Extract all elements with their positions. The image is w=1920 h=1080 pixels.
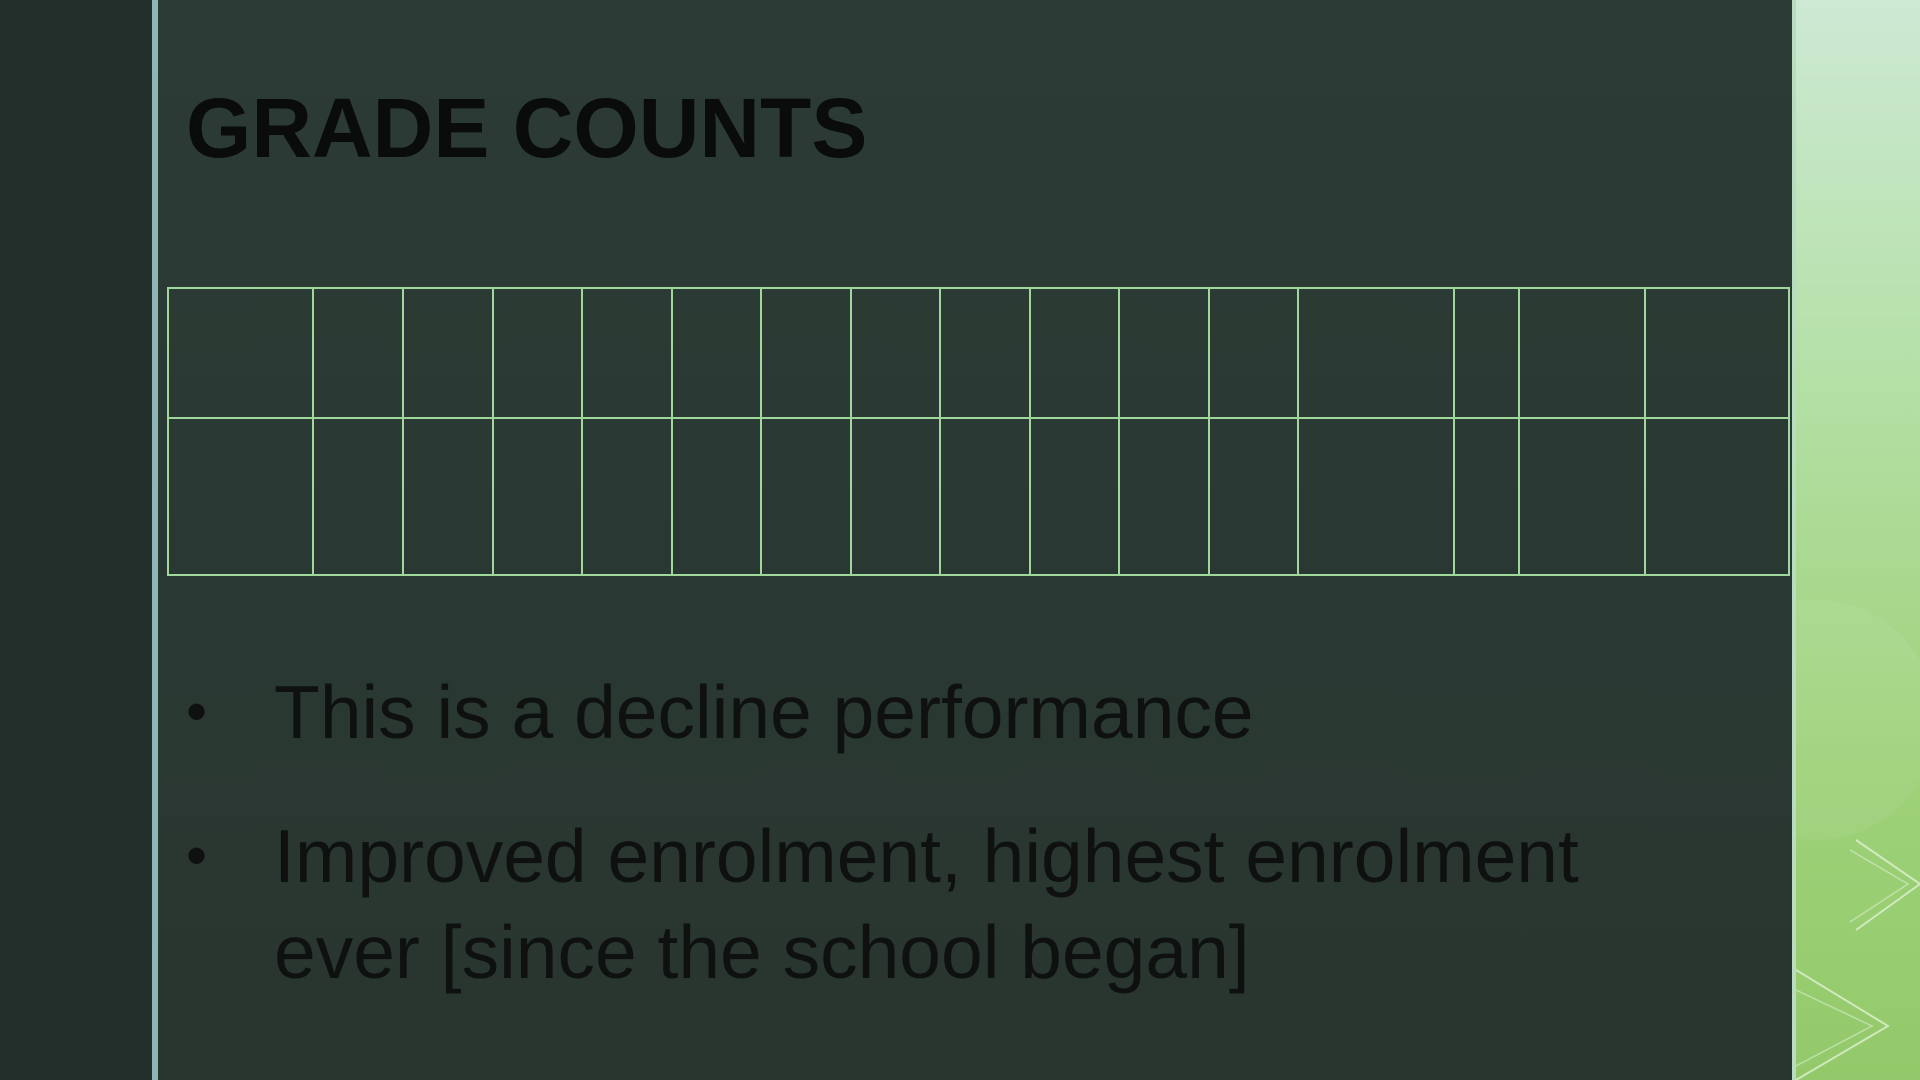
table-cell[interactable]: [1297, 417, 1455, 576]
table-cell[interactable]: [939, 287, 1031, 419]
table-cell[interactable]: [671, 417, 762, 576]
table-cell[interactable]: [492, 287, 583, 419]
chevron-pattern-icon: [1796, 600, 1920, 1080]
left-rule: [152, 0, 158, 1080]
grade-counts-table: [167, 287, 1790, 576]
table-cell[interactable]: [167, 417, 314, 576]
slide-title: GRADE COUNTS: [186, 81, 868, 175]
bullet-item: • Improved enrolment, highest enrolment …: [186, 808, 1726, 1000]
table-cell[interactable]: [1208, 287, 1299, 419]
bullet-list: • This is a decline performance • Improv…: [186, 664, 1726, 1048]
table-cell[interactable]: [312, 287, 404, 419]
table-cell[interactable]: [492, 417, 583, 576]
table-cell[interactable]: [581, 417, 673, 576]
table-cell[interactable]: [167, 287, 314, 419]
table-cell[interactable]: [850, 287, 941, 419]
table-cell[interactable]: [1118, 417, 1210, 576]
table-cell[interactable]: [760, 417, 852, 576]
bullet-item: • This is a decline performance: [186, 664, 1726, 760]
right-rule: [1792, 0, 1796, 1080]
bullet-marker: •: [186, 678, 208, 745]
table-cell[interactable]: [581, 287, 673, 419]
table-cell[interactable]: [1644, 287, 1790, 419]
table-cell[interactable]: [402, 417, 494, 576]
table-cell[interactable]: [1518, 287, 1646, 419]
table-cell[interactable]: [1029, 287, 1120, 419]
table-cell[interactable]: [1029, 417, 1120, 576]
table-cell[interactable]: [1208, 417, 1299, 576]
table-cell[interactable]: [939, 417, 1031, 576]
decorative-accent-panel: [1796, 0, 1920, 1080]
table-cell[interactable]: [312, 417, 404, 576]
left-band: [0, 0, 152, 1080]
table-cell[interactable]: [1644, 417, 1790, 576]
table-cell[interactable]: [1118, 287, 1210, 419]
table-cell[interactable]: [850, 417, 941, 576]
table-row: [167, 417, 1790, 576]
table-cell[interactable]: [402, 287, 494, 419]
table-cell[interactable]: [1297, 287, 1455, 419]
table-cell[interactable]: [1518, 417, 1646, 576]
bullet-text: Improved enrolment, highest enrolment ev…: [274, 814, 1579, 994]
table-cell[interactable]: [1453, 287, 1520, 419]
table-row: [167, 287, 1790, 419]
bullet-text: This is a decline performance: [274, 670, 1254, 754]
bullet-marker: •: [186, 822, 208, 889]
table-cell[interactable]: [671, 287, 762, 419]
table-cell[interactable]: [1453, 417, 1520, 576]
table-cell[interactable]: [760, 287, 852, 419]
